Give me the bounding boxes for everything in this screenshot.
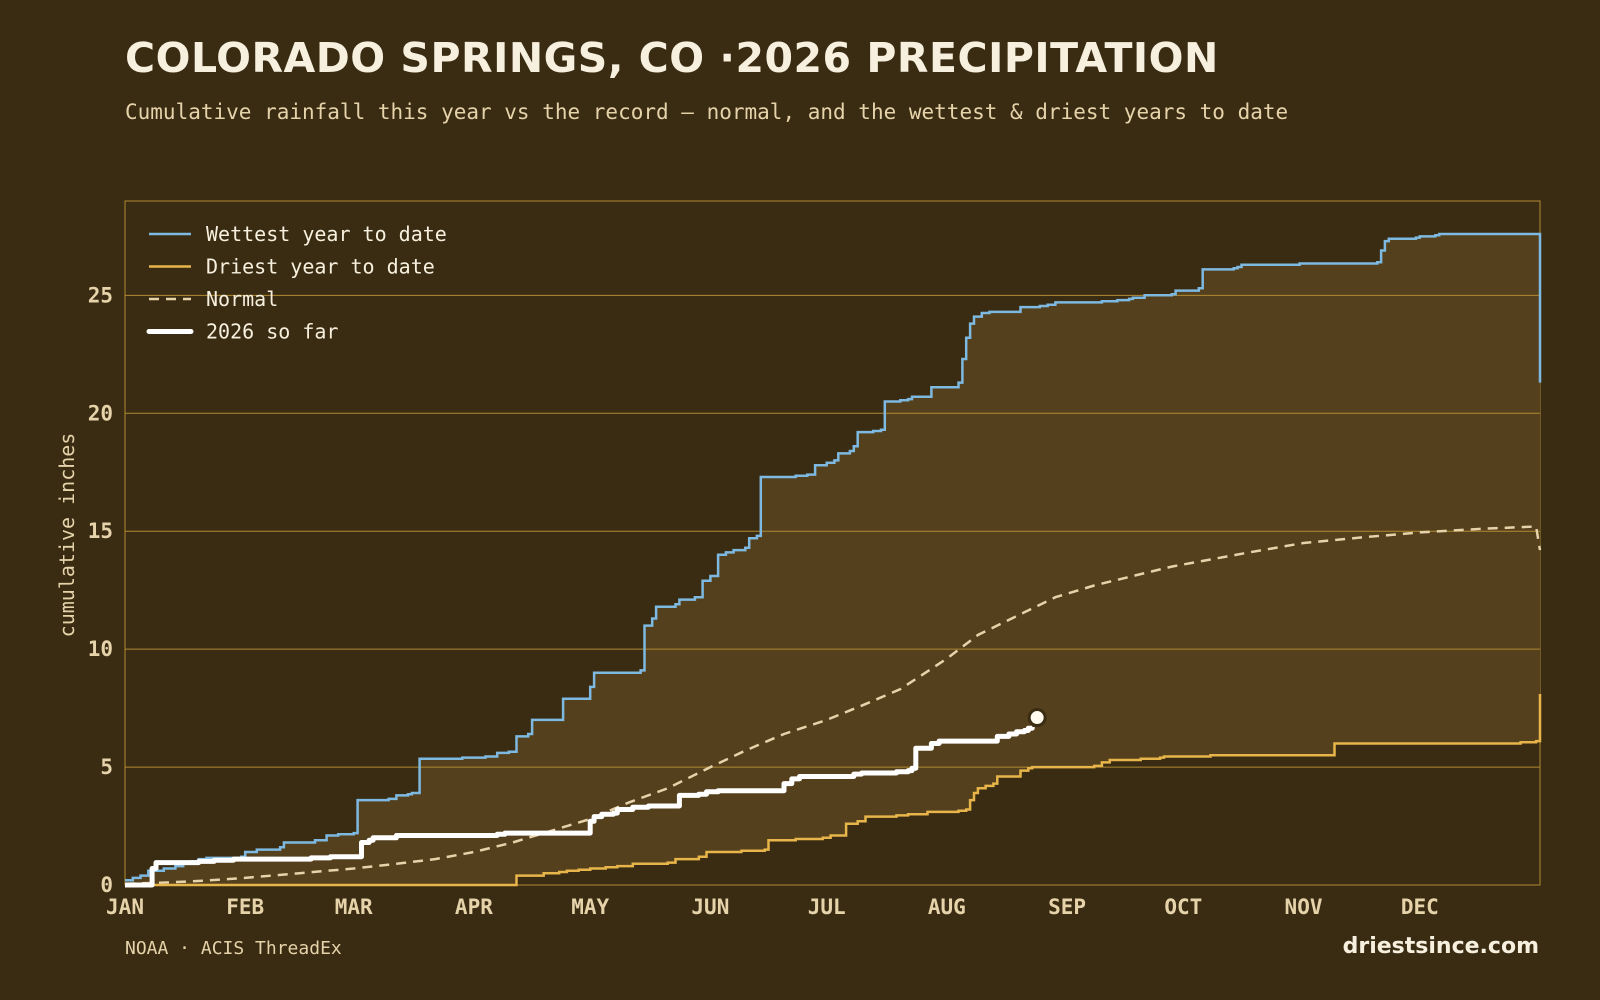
chart-title: COLORADO SPRINGS, CO ·2026 PRECIPITATION (125, 34, 1219, 82)
y-tick-label: 20 (88, 401, 113, 425)
x-tick-label: MAY (571, 895, 609, 919)
series-lines (124, 232, 1542, 888)
legend: Wettest year to date Driest year to date N… (146, 222, 447, 344)
chart-subtitle: Cumulative rainfall this year vs the rec… (125, 100, 1289, 124)
axes: 0 5 10 15 20 25 JAN FEB MAR APR MAY JUN JUL AUG SEP OCT… (88, 283, 1439, 919)
y-tick-label: 15 (88, 519, 113, 543)
gridlines (125, 294, 1540, 768)
y-tick-label: 25 (88, 283, 113, 307)
site-brand[interactable]: driestsince.com (1342, 934, 1539, 959)
legend-label: Normal (206, 287, 278, 311)
x-tick-label: APR (455, 895, 493, 919)
data-source: NOAA · ACIS ThreadEx (125, 938, 342, 959)
x-tick-label: OCT (1164, 895, 1202, 919)
x-tick-label: JAN (106, 895, 144, 919)
x-tick-label: FEB (226, 895, 264, 919)
legend-label: Wettest year to date (206, 222, 447, 246)
record-range-band (125, 234, 1540, 885)
legend-label: 2026 so far (206, 320, 338, 344)
x-tick-label: NOV (1285, 895, 1323, 919)
y-axis-label: cumulative inches (55, 433, 79, 638)
record-band-fill (125, 234, 1540, 885)
y-tick-label: 5 (100, 755, 113, 779)
normal-line (124, 525, 1542, 886)
x-tick-label: JUL (808, 895, 846, 919)
legend-label: Driest year to date (206, 255, 435, 279)
current-year-line (125, 725, 1035, 888)
x-tick-label: JUN (691, 895, 729, 919)
current-value-marker (1027, 708, 1047, 728)
x-tick-label: MAR (335, 895, 373, 919)
driest-line (125, 694, 1542, 887)
wettest-line (125, 232, 1542, 882)
y-tick-label: 10 (88, 637, 113, 661)
x-tick-label: SEP (1048, 895, 1086, 919)
y-tick-label: 0 (100, 873, 113, 897)
x-tick-label: DEC (1401, 895, 1439, 919)
x-tick-label: AUG (928, 895, 966, 919)
